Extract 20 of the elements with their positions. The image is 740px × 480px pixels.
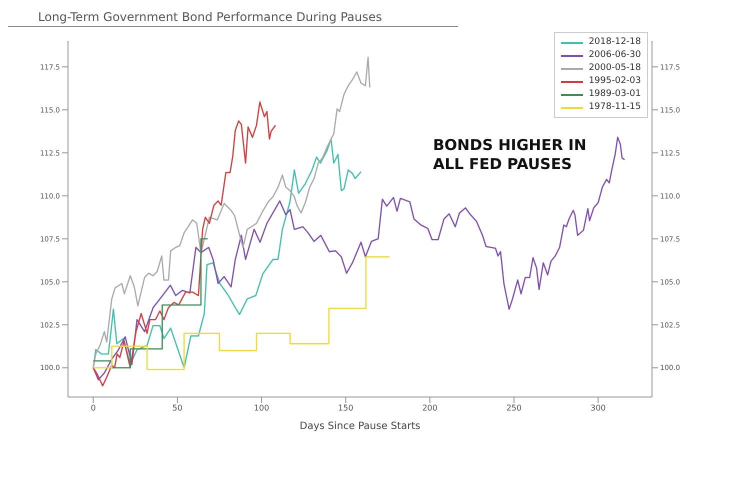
x-tick-label: 150	[338, 404, 354, 413]
x-axis-title: Days Since Pause Starts	[300, 421, 420, 432]
annotation: BONDS HIGHER IN ALL FED PAUSES	[433, 136, 588, 174]
legend-label: 2000-05-18	[588, 62, 641, 75]
line-series	[92, 138, 362, 368]
x-tick-label: 250	[506, 404, 522, 413]
legend-label: 1995-02-03	[588, 75, 641, 88]
legend-label: 1978-11-15	[588, 101, 641, 114]
x-tick-label: 200	[422, 404, 438, 413]
x-tick-label: 0	[90, 404, 96, 413]
line-series	[92, 101, 276, 386]
legend-label: 2006-06-30	[588, 49, 641, 62]
x-tick-label: 50	[172, 404, 182, 413]
line-series	[92, 56, 370, 368]
legend-label: 2018-12-18	[588, 36, 641, 49]
legend-label: 1989-03-01	[588, 88, 641, 101]
line-series	[92, 136, 626, 380]
chart-title: Long-Term Government Bond Performance During Pauses	[8, 8, 458, 27]
x-tick-label: 300	[590, 404, 606, 413]
x-tick-label: 100	[254, 404, 270, 413]
